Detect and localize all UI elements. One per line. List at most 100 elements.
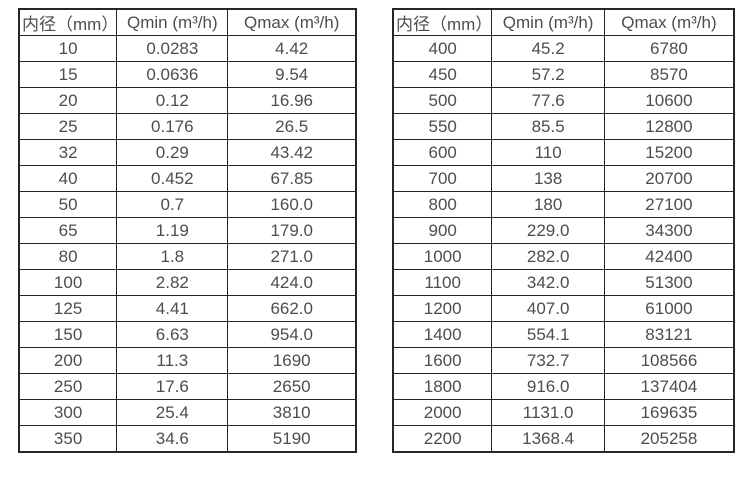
- table-cell: 1600: [392, 347, 493, 374]
- table-row: 15 0.0636 9.54: [18, 61, 357, 88]
- table-cell: 17.6: [116, 373, 229, 400]
- table-row: 100 2.82 424.0: [18, 269, 357, 296]
- table-row: 200 11.3 1690: [18, 347, 357, 374]
- table-cell: 160.0: [227, 191, 357, 218]
- table-cell: 11.3: [116, 347, 229, 374]
- table-cell: 42400: [603, 243, 735, 270]
- table-cell: 0.176: [116, 113, 229, 140]
- table-row: 32 0.29 43.42: [18, 139, 357, 166]
- table-cell: 1100: [392, 269, 493, 296]
- table-cell: 80: [18, 243, 118, 270]
- table-row: 10 0.0283 4.42: [18, 35, 357, 62]
- table-cell: 138: [491, 165, 605, 192]
- table-cell: 25.4: [116, 399, 229, 426]
- table-row: 125 4.41 662.0: [18, 295, 357, 322]
- table-cell: 550: [392, 113, 493, 140]
- table-row: 800 180 27100: [392, 191, 735, 218]
- table-header-row: 内径（mm） Qmin (m³/h) Qmax (m³/h): [392, 8, 735, 36]
- table-cell: 2.82: [116, 269, 229, 296]
- table-cell: 34.6: [116, 425, 229, 453]
- table-cell: 83121: [603, 321, 735, 348]
- table-cell: 67.85: [227, 165, 357, 192]
- table-cell: 40: [18, 165, 118, 192]
- table-cell: 300: [18, 399, 118, 426]
- table-row: 2200 1368.4 205258: [392, 425, 735, 453]
- table-cell: 6.63: [116, 321, 229, 348]
- table-cell: 1690: [227, 347, 357, 374]
- table-cell: 150: [18, 321, 118, 348]
- table-cell: 229.0: [491, 217, 605, 244]
- table-cell: 12800: [603, 113, 735, 140]
- table-body-small: 10 0.0283 4.42 15 0.0636 9.54 20 0.12 16.96 25 0.1…: [18, 35, 357, 453]
- table-cell: 407.0: [491, 295, 605, 322]
- header-qmax: Qmax (m³/h): [603, 8, 735, 36]
- table-cell: 662.0: [227, 295, 357, 322]
- table-cell: 2000: [392, 399, 493, 426]
- table-row: 1600 732.7 108566: [392, 347, 735, 374]
- header-qmin: Qmin (m³/h): [491, 8, 605, 36]
- table-cell: 8570: [603, 61, 735, 88]
- table-row: 500 77.6 10600: [392, 87, 735, 114]
- table-cell: 0.0636: [116, 61, 229, 88]
- table-cell: 424.0: [227, 269, 357, 296]
- table-row: 450 57.2 8570: [392, 61, 735, 88]
- table-cell: 350: [18, 425, 118, 453]
- table-cell: 169635: [603, 399, 735, 426]
- table-cell: 732.7: [491, 347, 605, 374]
- table-row: 700 138 20700: [392, 165, 735, 192]
- table-cell: 1800: [392, 373, 493, 400]
- table-cell: 20700: [603, 165, 735, 192]
- table-cell: 2650: [227, 373, 357, 400]
- table-cell: 9.54: [227, 61, 357, 88]
- table-row: 40 0.452 67.85: [18, 165, 357, 192]
- table-cell: 916.0: [491, 373, 605, 400]
- table-cell: 34300: [603, 217, 735, 244]
- table-cell: 0.29: [116, 139, 229, 166]
- table-cell: 65: [18, 217, 118, 244]
- table-cell: 0.0283: [116, 35, 229, 62]
- flow-spec-table-small: 内径（mm） Qmin (m³/h) Qmax (m³/h) 10 0.0283 4…: [18, 8, 357, 453]
- table-cell: 10: [18, 35, 118, 62]
- table-cell: 4.42: [227, 35, 357, 62]
- table-cell: 200: [18, 347, 118, 374]
- table-cell: 342.0: [491, 269, 605, 296]
- header-qmax: Qmax (m³/h): [227, 8, 357, 36]
- table-cell: 180: [491, 191, 605, 218]
- table-cell: 5190: [227, 425, 357, 453]
- table-cell: 0.452: [116, 165, 229, 192]
- table-row: 150 6.63 954.0: [18, 321, 357, 348]
- table-cell: 50: [18, 191, 118, 218]
- table-cell: 51300: [603, 269, 735, 296]
- table-cell: 1.8: [116, 243, 229, 270]
- table-row: 50 0.7 160.0: [18, 191, 357, 218]
- table-cell: 125: [18, 295, 118, 322]
- table-cell: 16.96: [227, 87, 357, 114]
- table-row: 1400 554.1 83121: [392, 321, 735, 348]
- table-cell: 85.5: [491, 113, 605, 140]
- table-cell: 500: [392, 87, 493, 114]
- table-row: 350 34.6 5190: [18, 425, 357, 453]
- table-cell: 900: [392, 217, 493, 244]
- table-cell: 26.5: [227, 113, 357, 140]
- table-cell: 61000: [603, 295, 735, 322]
- table-row: 250 17.6 2650: [18, 373, 357, 400]
- table-cell: 32: [18, 139, 118, 166]
- table-row: 1800 916.0 137404: [392, 373, 735, 400]
- table-row: 20 0.12 16.96: [18, 87, 357, 114]
- table-cell: 110: [491, 139, 605, 166]
- table-cell: 15: [18, 61, 118, 88]
- table-cell: 271.0: [227, 243, 357, 270]
- table-row: 1200 407.0 61000: [392, 295, 735, 322]
- table-row: 80 1.8 271.0: [18, 243, 357, 270]
- table-cell: 800: [392, 191, 493, 218]
- table-cell: 1400: [392, 321, 493, 348]
- table-cell: 400: [392, 35, 493, 62]
- header-qmin: Qmin (m³/h): [116, 8, 229, 36]
- table-row: 900 229.0 34300: [392, 217, 735, 244]
- table-row: 600 110 15200: [392, 139, 735, 166]
- table-row: 550 85.5 12800: [392, 113, 735, 140]
- table-cell: 27100: [603, 191, 735, 218]
- table-cell: 1000: [392, 243, 493, 270]
- table-row: 2000 1131.0 169635: [392, 399, 735, 426]
- table-row: 25 0.176 26.5: [18, 113, 357, 140]
